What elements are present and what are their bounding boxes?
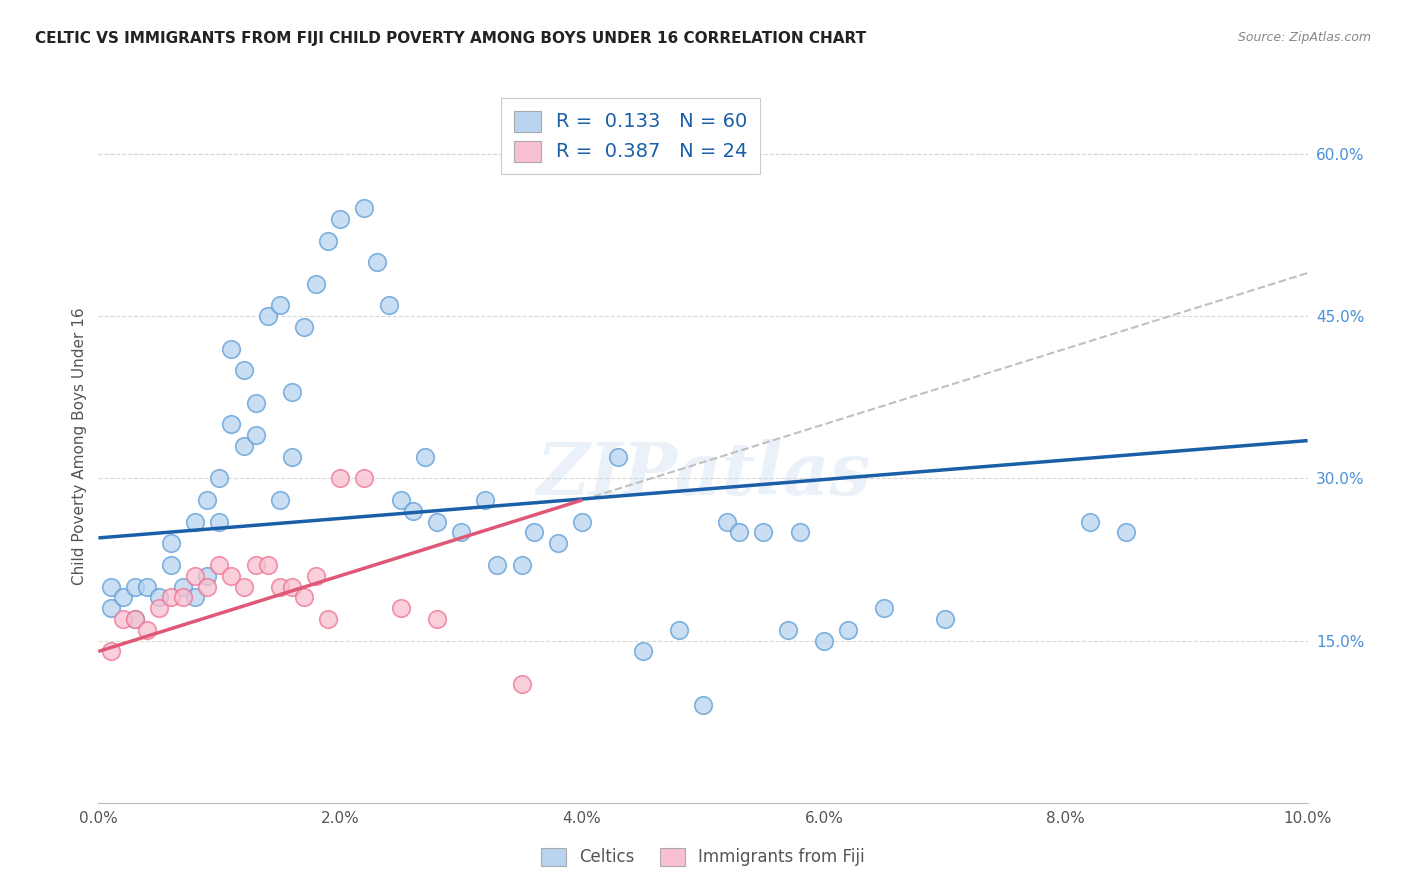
Point [668, 623, 690, 637]
Point [1078, 515, 1101, 529]
Point [329, 211, 352, 226]
Point [148, 601, 170, 615]
Point [752, 525, 775, 540]
Point [281, 450, 304, 464]
Point [631, 644, 654, 658]
Point [692, 698, 714, 713]
Point [510, 558, 533, 572]
Point [184, 515, 207, 529]
Point [148, 591, 170, 605]
Point [305, 568, 328, 582]
Point [184, 591, 207, 605]
Point [124, 580, 146, 594]
Point [716, 515, 738, 529]
Point [245, 396, 267, 410]
Point [256, 310, 278, 324]
Point [195, 580, 218, 594]
Point [450, 525, 472, 540]
Text: Source: ZipAtlas.com: Source: ZipAtlas.com [1237, 31, 1371, 45]
Point [281, 580, 304, 594]
Point [195, 568, 218, 582]
Point [547, 536, 569, 550]
Point [366, 255, 388, 269]
Point [208, 558, 231, 572]
Point [172, 591, 194, 605]
Point [402, 504, 425, 518]
Point [607, 450, 630, 464]
Point [160, 536, 183, 550]
Point [316, 234, 339, 248]
Point [172, 580, 194, 594]
Point [135, 623, 157, 637]
Legend: Celtics, Immigrants from Fiji: Celtics, Immigrants from Fiji [534, 841, 872, 873]
Point [195, 493, 218, 508]
Point [413, 450, 436, 464]
Point [135, 580, 157, 594]
Point [124, 612, 146, 626]
Point [221, 568, 243, 582]
Point [111, 591, 134, 605]
Point [523, 525, 546, 540]
Point [353, 201, 375, 215]
Point [329, 471, 352, 485]
Point [316, 612, 339, 626]
Point [184, 568, 207, 582]
Point [208, 471, 231, 485]
Point [232, 439, 254, 453]
Point [389, 493, 412, 508]
Point [813, 633, 835, 648]
Point [426, 612, 449, 626]
Point [389, 601, 412, 615]
Point [837, 623, 859, 637]
Point [221, 342, 243, 356]
Point [245, 428, 267, 442]
Point [305, 277, 328, 291]
Y-axis label: Child Poverty Among Boys Under 16: Child Poverty Among Boys Under 16 [72, 307, 87, 585]
Point [292, 591, 315, 605]
Point [789, 525, 811, 540]
Point [208, 515, 231, 529]
Point [160, 591, 183, 605]
Point [1115, 525, 1137, 540]
Point [100, 644, 122, 658]
Point [571, 515, 593, 529]
Point [873, 601, 896, 615]
Point [269, 580, 291, 594]
Point [232, 580, 254, 594]
Point [245, 558, 267, 572]
Point [160, 558, 183, 572]
Point [256, 558, 278, 572]
Point [292, 320, 315, 334]
Point [728, 525, 751, 540]
Point [426, 515, 449, 529]
Point [281, 384, 304, 399]
Point [474, 493, 496, 508]
Point [232, 363, 254, 377]
Point [269, 298, 291, 312]
Point [100, 580, 122, 594]
Point [124, 612, 146, 626]
Point [934, 612, 956, 626]
Point [353, 471, 375, 485]
Point [510, 677, 533, 691]
Point [100, 601, 122, 615]
Text: ZIPatlas: ZIPatlas [536, 439, 870, 510]
Point [269, 493, 291, 508]
Point [377, 298, 399, 312]
Point [111, 612, 134, 626]
Point [776, 623, 799, 637]
Text: CELTIC VS IMMIGRANTS FROM FIJI CHILD POVERTY AMONG BOYS UNDER 16 CORRELATION CHA: CELTIC VS IMMIGRANTS FROM FIJI CHILD POV… [35, 31, 866, 46]
Point [486, 558, 509, 572]
Point [221, 417, 243, 432]
